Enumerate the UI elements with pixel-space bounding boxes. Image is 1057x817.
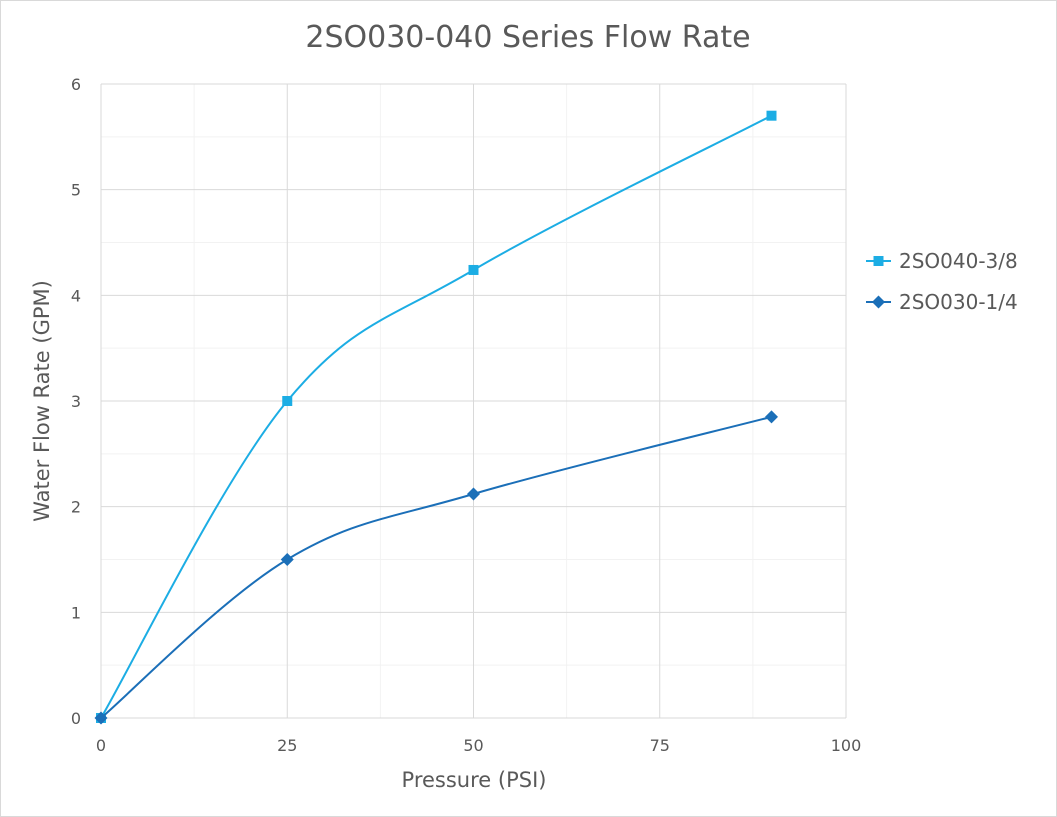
series-line bbox=[100, 415, 772, 719]
data-point bbox=[467, 487, 480, 501]
grid bbox=[100, 83, 847, 719]
y-axis-title: Water Flow Rate (GPM) bbox=[30, 280, 54, 522]
series-line bbox=[100, 114, 772, 719]
legend-marker bbox=[873, 256, 884, 266]
x-tick-label: 0 bbox=[96, 736, 106, 755]
data-point bbox=[766, 110, 777, 121]
y-tick-label: 0 bbox=[71, 709, 81, 728]
legend-label: 2SO040-3/8 bbox=[899, 249, 1018, 273]
series-2SO040-3/8 bbox=[96, 110, 777, 723]
data-point bbox=[280, 553, 294, 566]
y-tick-label: 1 bbox=[71, 603, 81, 622]
chart-title: 2SO030-040 Series Flow Rate bbox=[305, 20, 750, 55]
y-tick-label: 2 bbox=[71, 498, 81, 517]
legend-entry: 2SO040-3/8 bbox=[866, 249, 1018, 273]
y-tick-label: 4 bbox=[71, 286, 81, 305]
series-2SO030-1/4 bbox=[94, 410, 778, 725]
series-group bbox=[94, 110, 778, 725]
x-tick-label: 50 bbox=[463, 736, 483, 755]
data-point bbox=[468, 264, 479, 275]
x-axis-title: Pressure (PSI) bbox=[402, 768, 547, 792]
axis-ticks: 0 1 2 3 4 5 6 0 25 50 75 100 bbox=[71, 75, 861, 755]
data-point bbox=[94, 711, 108, 725]
y-tick-label: 6 bbox=[71, 75, 81, 94]
data-point bbox=[282, 396, 293, 406]
x-tick-label: 100 bbox=[831, 736, 862, 755]
x-tick-label: 25 bbox=[277, 736, 297, 755]
legend-label: 2SO030-1/4 bbox=[899, 290, 1018, 314]
y-tick-label: 3 bbox=[71, 392, 81, 411]
y-tick-label: 5 bbox=[71, 181, 81, 200]
legend-marker bbox=[872, 295, 885, 309]
data-point bbox=[765, 410, 778, 424]
legend: 2SO040-3/8 2SO030-1/4 bbox=[866, 249, 1018, 314]
x-tick-label: 75 bbox=[650, 736, 670, 755]
legend-entry: 2SO030-1/4 bbox=[866, 290, 1018, 314]
